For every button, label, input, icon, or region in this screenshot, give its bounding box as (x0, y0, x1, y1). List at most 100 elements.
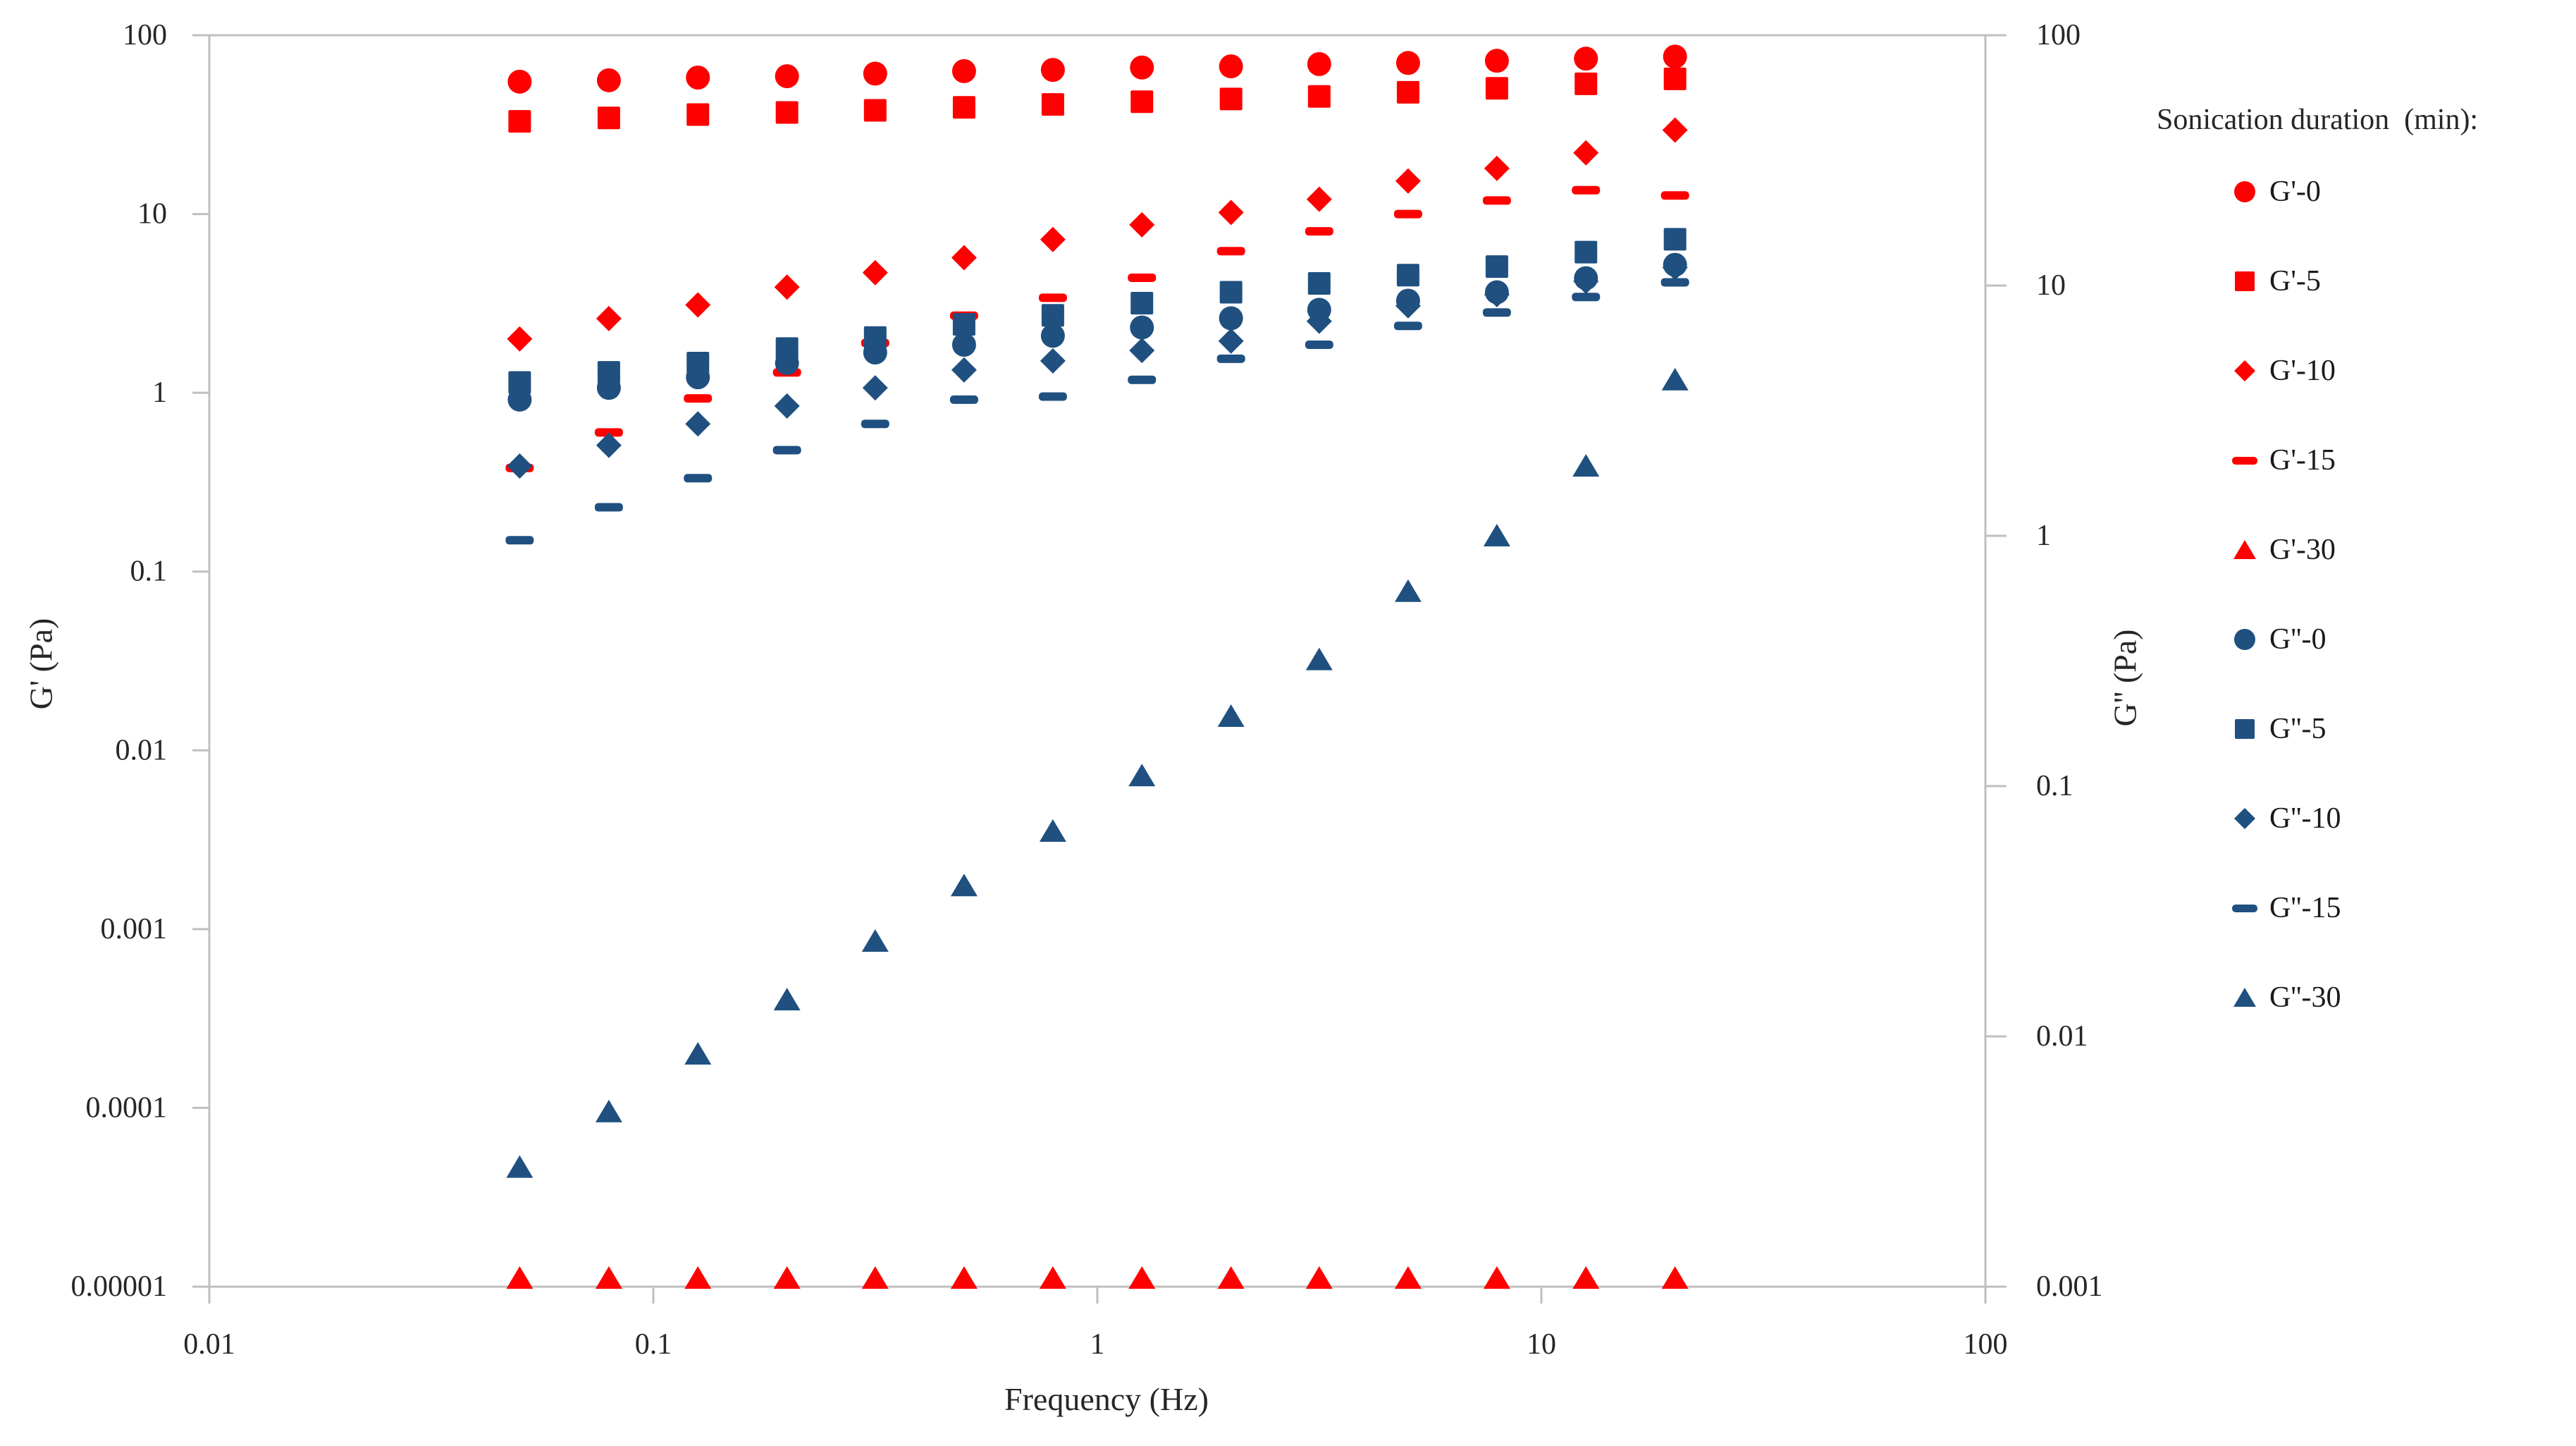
data-point-square-icon (508, 371, 531, 394)
x-tick-label: 1 (1090, 1328, 1105, 1361)
x-tick-label: 100 (1964, 1328, 2008, 1361)
legend-item-label: G'-5 (2269, 265, 2321, 298)
data-point-circle-icon (1307, 51, 1331, 76)
data-point-square-icon (1574, 72, 1598, 95)
legend-marker-triangle-icon (2233, 540, 2256, 559)
legend-marker-diamond-icon (2234, 360, 2255, 381)
data-point-diamond-icon (1129, 338, 1155, 364)
data-point-triangle-icon (1572, 1266, 1600, 1289)
legend: Sonication duration (min): G'-0 G'-5 G'-10… (2143, 0, 2576, 1446)
y-left-tick-label: 0.01 (116, 734, 168, 766)
data-point-square-icon (863, 99, 887, 122)
legend-marker-triangle-icon (2233, 988, 2256, 1007)
data-point-diamond-icon (1306, 186, 1332, 212)
data-point-square-icon (1041, 304, 1064, 327)
data-point-square-icon (1219, 281, 1243, 304)
data-point-dash-icon (1393, 209, 1422, 219)
legend-marker-square-icon (2235, 271, 2255, 291)
series-g-10 (507, 255, 1688, 479)
data-point-triangle-icon (1394, 1266, 1422, 1289)
series-g-30 (506, 1266, 1689, 1289)
data-point-diamond-icon (951, 245, 977, 271)
data-point-triangle-icon (1217, 704, 1245, 728)
y-left-tick-label: 0.00001 (71, 1270, 168, 1303)
data-point-dash-icon (1572, 293, 1601, 302)
data-point-dash-icon (1305, 227, 1333, 236)
data-point-diamond-icon (774, 274, 800, 300)
data-point-diamond-icon (1040, 348, 1066, 374)
data-point-circle-icon (1663, 44, 1687, 69)
series-g-10 (507, 117, 1688, 352)
data-point-circle-icon (951, 59, 976, 83)
data-point-dash-icon (1482, 196, 1511, 205)
data-point-circle-icon (507, 69, 532, 94)
legend-item-label: G'-0 (2269, 176, 2321, 208)
data-point-square-icon (1041, 93, 1064, 116)
data-point-square-icon (952, 96, 975, 119)
data-point-triangle-icon (1483, 524, 1510, 546)
data-point-triangle-icon (1128, 1266, 1156, 1289)
data-point-triangle-icon (684, 1266, 712, 1289)
data-point-triangle-icon (1572, 454, 1600, 477)
plot-border (208, 34, 1987, 1288)
data-point-diamond-icon (1573, 140, 1599, 166)
data-point-triangle-icon (861, 929, 889, 952)
data-point-dash-icon (1572, 185, 1601, 195)
data-point-triangle-icon (773, 1266, 801, 1289)
series-g-5 (508, 67, 1687, 133)
data-point-diamond-icon (1218, 328, 1244, 354)
data-point-diamond-icon (1306, 308, 1332, 334)
data-point-triangle-icon (595, 1266, 622, 1289)
data-point-dash-icon (1038, 392, 1067, 401)
y-left-tick-label: 0.001 (101, 913, 168, 945)
y-left-tick-label: 100 (123, 19, 167, 51)
data-point-dash-icon (1660, 191, 1689, 200)
data-point-triangle-icon (773, 988, 801, 1011)
data-point-circle-icon (1040, 58, 1065, 82)
data-point-dash-icon (1038, 293, 1067, 302)
y-right-tick-label: 0.01 (2036, 1020, 2088, 1053)
legend-title: Sonication duration (min): (2157, 104, 2479, 136)
y-right-tick-label: 100 (2036, 19, 2081, 51)
data-point-dash-icon (772, 446, 801, 455)
data-point-square-icon (597, 361, 620, 384)
data-point-triangle-icon (506, 1155, 534, 1178)
data-point-circle-icon (1130, 315, 1154, 340)
legend-item-g-5: G''-5 (2229, 713, 2326, 745)
data-point-triangle-icon (1661, 1266, 1689, 1289)
data-point-square-icon (1219, 87, 1243, 111)
data-point-circle-icon (1484, 49, 1509, 73)
data-point-dash-icon (1128, 375, 1157, 384)
legend-item-g-0: G'-0 (2229, 176, 2321, 208)
data-point-diamond-icon (862, 259, 888, 286)
data-point-dash-icon (1660, 278, 1689, 287)
series-g-5 (508, 228, 1687, 394)
data-point-circle-icon (686, 65, 710, 90)
series-g-30 (506, 367, 1689, 1178)
legend-marker-dash-icon (2232, 905, 2257, 912)
data-point-diamond-icon (685, 292, 711, 318)
legend-item-g-10: G''-10 (2229, 802, 2341, 835)
data-point-dash-icon (1128, 273, 1157, 282)
data-point-triangle-icon (506, 1266, 534, 1289)
legend-item-g-0: G''-0 (2229, 623, 2326, 656)
data-point-triangle-icon (1394, 579, 1422, 602)
data-point-square-icon (1485, 255, 1508, 278)
legend-marker-square-icon (2235, 719, 2255, 739)
data-point-triangle-icon (1039, 819, 1066, 843)
data-point-diamond-icon (507, 326, 533, 352)
data-point-dash-icon (684, 394, 713, 403)
y-left-tick-label: 1 (152, 376, 167, 409)
data-point-diamond-icon (596, 305, 622, 331)
legend-item-g-30: G''-30 (2229, 981, 2341, 1014)
data-point-triangle-icon (950, 874, 978, 897)
data-point-diamond-icon (1040, 226, 1066, 252)
data-point-triangle-icon (1305, 1266, 1333, 1289)
legend-item-label: G''-10 (2269, 802, 2341, 835)
data-point-diamond-icon (596, 432, 622, 458)
y-left-tick-label: 0.1 (130, 556, 168, 588)
data-point-diamond-icon (862, 375, 888, 401)
y-right-tick-label: 1 (2036, 520, 2051, 552)
legend-item-g-15: G'-15 (2229, 444, 2336, 477)
x-axis-title: Frequency (Hz) (1004, 1381, 1209, 1417)
